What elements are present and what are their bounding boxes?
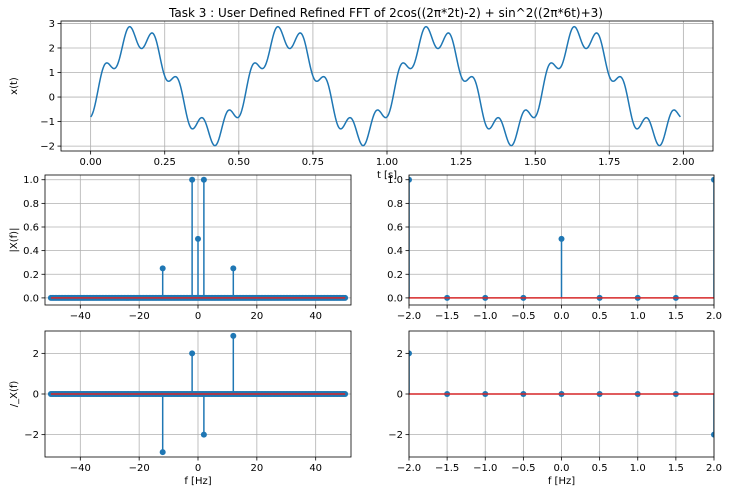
- y-tick-label: 0: [397, 390, 403, 401]
- stem-marker: [159, 265, 166, 272]
- x-tick-label: 0.50: [228, 157, 250, 168]
- x-tick-label: −0.5: [511, 463, 535, 474]
- y-tick-label: −1: [40, 117, 55, 128]
- x-tick-label: 0: [195, 311, 201, 322]
- time-domain-xlabel: t [s]: [377, 170, 397, 181]
- x-tick-label: 40: [309, 463, 322, 474]
- stem-marker: [711, 176, 714, 183]
- y-tick-label: 1.0: [23, 175, 39, 186]
- phase-zoom-axes: −2.0 −1.5 −1.0 −0.5 0.0 0.5 1.0 1.5 2.0 −2 0 2 f [H…: [388, 330, 722, 487]
- y-tick-label: 2: [33, 349, 39, 360]
- x-tick-label: −1.0: [473, 311, 497, 322]
- x-tick-label: 0.0: [554, 311, 570, 322]
- x-tick-label: 1.0: [630, 463, 646, 474]
- stem-marker: [200, 176, 207, 183]
- x-tick-label: 1.5: [668, 463, 684, 474]
- x-tick-label: −1.5: [435, 463, 459, 474]
- stem-marker: [200, 431, 207, 438]
- x-tick-label: −1.5: [435, 311, 459, 322]
- stem-marker: [409, 350, 412, 357]
- figure-title: Task 3 : User Defined Refined FFT of 2co…: [168, 6, 603, 20]
- y-tick-label: 3: [49, 19, 55, 30]
- y-tick-label: 0.4: [387, 246, 403, 257]
- y-tick-label: 1.0: [387, 175, 403, 186]
- phase-zoom-xlabel: f [Hz]: [548, 476, 575, 487]
- phase-spectrum-ylabel: /_X(f): [9, 381, 20, 408]
- y-tick-label: 0.0: [23, 293, 39, 304]
- x-tick-label: 1.50: [524, 157, 546, 168]
- stem-marker: [558, 235, 565, 242]
- x-tick-label: −2.0: [397, 311, 421, 322]
- magnitude-zoom-axes: −2.0 −1.5 −1.0 −0.5 0.0 0.5 1.0 1.5 2.0 0.0 0.2 0.4…: [387, 174, 722, 322]
- signal-series-line: [90, 25, 681, 147]
- time-domain-ylabel: x(t): [9, 77, 20, 95]
- stem-marker: [159, 449, 166, 456]
- phase-spectrum-axes: −40 −20 0 20 40−202 f [Hz] /_X(f): [9, 330, 352, 487]
- x-tick-label: 0.25: [154, 157, 176, 168]
- x-tick-label: −0.5: [511, 311, 535, 322]
- y-tick-label: 0: [33, 390, 39, 401]
- stem-marker: [230, 332, 237, 339]
- y-tick-label: 0: [49, 93, 55, 104]
- magnitude-spectrum-ylabel: |X(f)|: [9, 228, 20, 253]
- x-tick-label: 1.25: [450, 157, 472, 168]
- y-tick-label: 0.2: [387, 270, 403, 281]
- phase-spectrum-frame: [44, 330, 352, 458]
- x-tick-label: 0.00: [80, 157, 102, 168]
- stem-marker: [189, 176, 196, 183]
- x-tick-label: −1.0: [473, 463, 497, 474]
- y-tick-label: 0.6: [387, 223, 403, 234]
- x-tick-label: 0.75: [302, 157, 324, 168]
- stem-marker: [409, 176, 412, 183]
- magnitude-zoom-frame: [408, 174, 715, 306]
- stem-marker: [189, 350, 196, 357]
- magnitude-spectrum-frame: [44, 174, 352, 306]
- phase-zoom-frame: [408, 330, 715, 458]
- y-tick-label: −2: [24, 430, 39, 441]
- x-tick-label: 0.5: [592, 311, 608, 322]
- x-tick-label: 20: [250, 463, 263, 474]
- x-tick-label: 2.00: [672, 157, 694, 168]
- y-tick-label: 2: [397, 349, 403, 360]
- x-tick-label: −20: [129, 311, 150, 322]
- time-domain-axes: 0.00 0.25 0.50 0.75 1.00 1.25 1.50 1.75 2.00 −2 −1…: [9, 19, 714, 181]
- x-tick-label: −40: [70, 463, 91, 474]
- stem-marker: [711, 431, 714, 438]
- y-tick-label: −2: [40, 142, 55, 153]
- y-tick-label: 0.4: [23, 246, 39, 257]
- x-tick-label: 1.75: [598, 157, 620, 168]
- time-domain-frame: [60, 20, 714, 152]
- magnitude-spectrum-axes: −40 −20 0 20 40 0.0 0.2 0.4 0.6 0.8 1.0 |X(f)|: [9, 174, 352, 322]
- x-tick-label: 40: [309, 311, 322, 322]
- x-tick-label: −20: [129, 463, 150, 474]
- stem-marker: [230, 265, 237, 272]
- y-tick-label: 0.2: [23, 270, 39, 281]
- x-tick-label: 1.00: [376, 157, 398, 168]
- y-tick-label: 2: [49, 43, 55, 54]
- y-tick-label: 0.0: [387, 293, 403, 304]
- y-tick-label: 1: [49, 68, 55, 79]
- x-tick-label: 2.0: [706, 463, 722, 474]
- x-tick-label: 20: [250, 311, 263, 322]
- y-tick-label: 0.8: [23, 199, 39, 210]
- x-tick-label: 2.0: [706, 311, 722, 322]
- x-tick-label: 1.0: [630, 311, 646, 322]
- x-tick-label: 1.5: [668, 311, 684, 322]
- y-tick-label: −2: [388, 430, 403, 441]
- x-tick-label: 0.0: [554, 463, 570, 474]
- x-tick-label: −40: [70, 311, 91, 322]
- y-tick-label: 0.8: [387, 199, 403, 210]
- y-tick-label: 0.6: [23, 223, 39, 234]
- x-tick-label: −2.0: [397, 463, 421, 474]
- x-tick-label: 0: [195, 463, 201, 474]
- phase-spectrum-xlabel: f [Hz]: [184, 476, 211, 487]
- stem-marker: [195, 235, 201, 242]
- x-tick-label: 0.5: [592, 463, 608, 474]
